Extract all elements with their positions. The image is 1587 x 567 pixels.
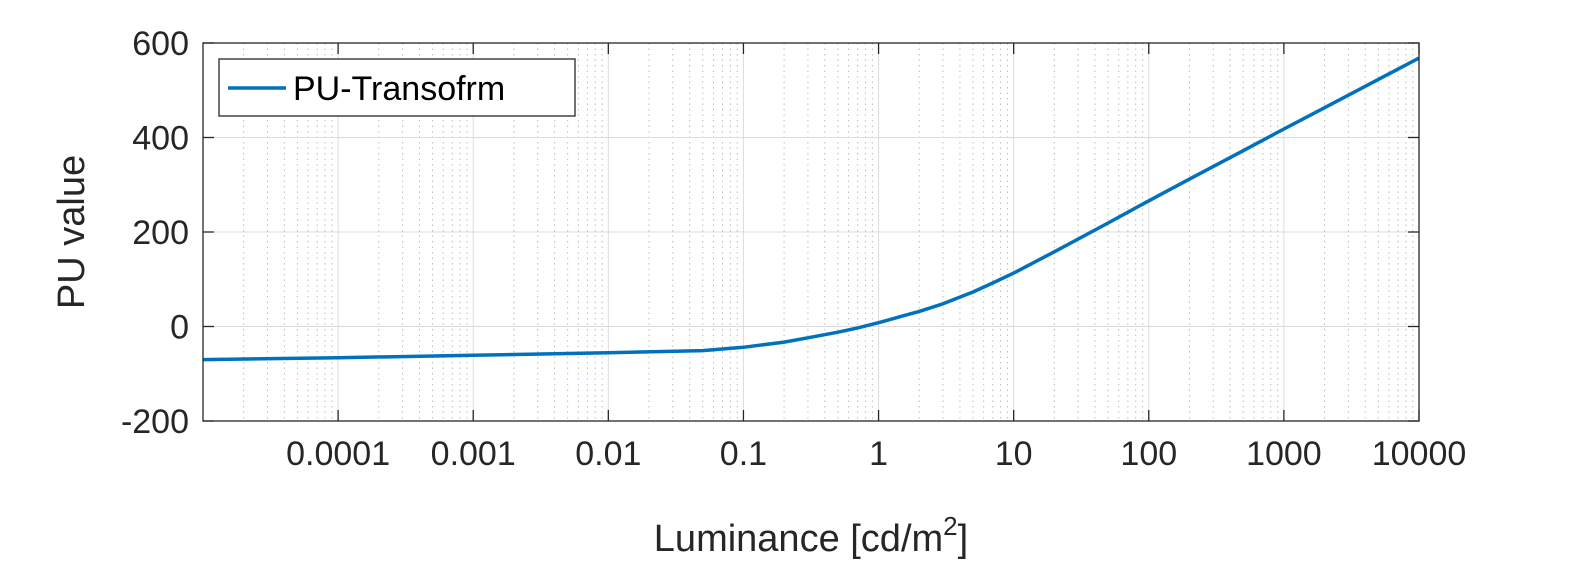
series-line-pu-transofrm [202,56,1420,362]
y-tick-label: 600 [132,25,189,63]
x-axis-label-suffix: ] [958,518,969,560]
x-tick-label: 1000 [1246,435,1322,473]
x-tick-label: 10000 [1372,435,1467,473]
y-tick-label: -200 [121,403,189,441]
y-axis-label: PU value [51,155,93,309]
x-axis-label-main: Luminance [cd/m [654,518,943,560]
x-tick-label: 0.0001 [286,435,390,473]
x-tick-label: 10 [995,435,1033,473]
x-tick-label: 0.001 [431,435,516,473]
y-tick-labels: -200 0 200 400 600 [121,25,189,441]
y-tick-label: 200 [132,214,189,252]
legend: PU-Transofrm [218,58,576,117]
axis-ticks [203,42,1420,422]
x-tick-label: 0.01 [575,435,641,473]
x-tick-label: 1 [869,435,888,473]
plot-lines [202,56,1420,362]
x-tick-label: 0.1 [720,435,767,473]
x-axis-label-superscript: 2 [943,511,957,541]
legend-entry-pu-transofrm: PU-Transofrm [293,70,505,108]
x-tick-label: 100 [1120,435,1177,473]
y-tick-label: 0 [170,309,189,347]
x-axis-label: Luminance [cd/m2] [654,511,968,560]
y-tick-label: 400 [132,120,189,158]
x-tick-labels: 0.0001 0.001 0.01 0.1 1 10 100 1000 10000 [286,435,1466,473]
